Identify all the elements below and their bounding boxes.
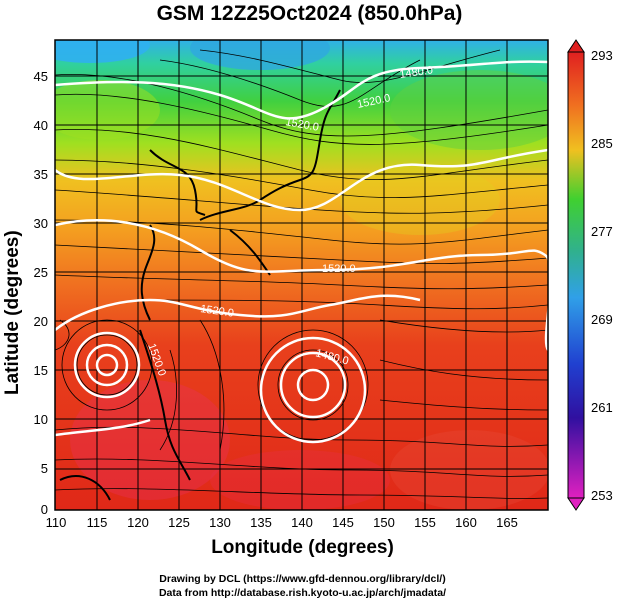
y-tick-label: 25 [34, 265, 48, 280]
x-tick-label: 110 [46, 515, 67, 530]
colorbar-tick-label: 261 [591, 400, 613, 415]
y-tick-label: 5 [41, 461, 48, 476]
contour-label: 1520.0 [284, 116, 319, 134]
colorbar-tick-label: 293 [591, 48, 613, 63]
x-axis-label: Longitude (degrees) [211, 537, 394, 558]
x-tick-label: 125 [168, 515, 190, 530]
x-tick-label: 145 [332, 515, 354, 530]
y-tick-label: 45 [34, 69, 48, 84]
y-tick-label: 20 [34, 314, 48, 329]
x-tick-label: 155 [414, 515, 436, 530]
contour-label: 1520.0 [200, 303, 235, 320]
x-tick-label: 160 [455, 515, 477, 530]
x-tick-label: 135 [250, 515, 272, 530]
map-title: GSM 12Z25Oct2024 (850.0hPa) [156, 2, 463, 25]
x-tick-label: 120 [127, 515, 149, 530]
grid-lines [55, 40, 548, 510]
credit-drawing: Drawing by DCL (https://www.gfd-dennou.o… [159, 573, 446, 585]
contour-label: 1480.0 [399, 64, 434, 81]
credit-data: Data from http://database.rish.kyoto-u.a… [158, 587, 447, 599]
temperature-field [55, 40, 548, 510]
x-tick-label: 165 [496, 515, 518, 530]
x-tick-label: 140 [291, 515, 313, 530]
y-axis: 0 5 10 15 20 25 30 35 40 45 [34, 69, 48, 517]
y-tick-label: 30 [34, 216, 48, 231]
height-contours [55, 60, 548, 444]
x-tick-label: 130 [209, 515, 231, 530]
colorbar [567, 39, 585, 511]
colorbar-tick-label: 285 [591, 136, 613, 151]
colorbar-tick-label: 269 [591, 312, 613, 327]
colorbar-tick-label: 277 [591, 224, 613, 239]
x-tick-label: 115 [87, 515, 108, 530]
y-tick-label: 40 [34, 118, 48, 133]
y-tick-label: 0 [41, 502, 48, 517]
plot-frame [54, 39, 549, 511]
y-tick-label: 15 [34, 363, 48, 378]
y-tick-label: 35 [34, 167, 48, 182]
x-axis: 110 115 120 125 130 135 140 145 150 155 … [46, 515, 518, 530]
y-axis-label: Latitude (degrees) [2, 230, 23, 395]
contour-label: 1520.0 [322, 263, 356, 275]
y-tick-label: 10 [34, 412, 48, 427]
x-tick-label: 150 [373, 515, 395, 530]
colorbar-ticks: 293 285 277 269 261 253 [591, 48, 613, 503]
colorbar-tick-label: 253 [591, 488, 613, 503]
